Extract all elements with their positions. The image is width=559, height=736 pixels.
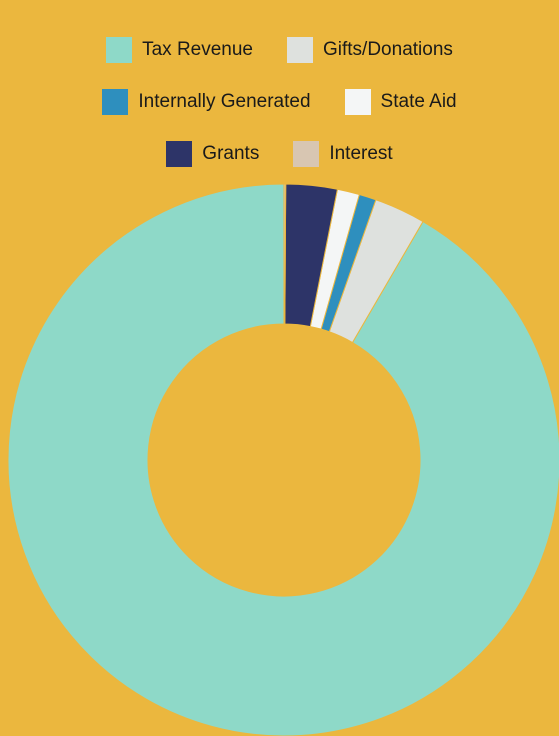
legend-row-1: Tax Revenue Gifts/Donations xyxy=(0,37,559,63)
legend-row-2: Internally Generated State Aid xyxy=(0,89,559,115)
legend-item-interest[interactable]: Interest xyxy=(293,141,393,167)
legend-swatch-internally-generated xyxy=(102,89,129,115)
legend-label-gifts-donations: Gifts/Donations xyxy=(323,39,453,60)
legend-item-tax-revenue[interactable]: Tax Revenue xyxy=(106,37,253,63)
legend-item-internally-generated[interactable]: Internally Generated xyxy=(102,89,311,115)
legend-swatch-interest xyxy=(293,141,320,167)
legend-label-grants: Grants xyxy=(202,143,260,164)
legend-swatch-grants xyxy=(166,141,193,167)
legend-label-internally-generated: Internally Generated xyxy=(138,91,311,112)
legend-swatch-state-aid xyxy=(344,89,371,115)
slice-tax-revenue[interactable] xyxy=(7,183,559,736)
legend-item-gifts-donations[interactable]: Gifts/Donations xyxy=(287,37,453,63)
legend-label-state-aid: State Aid xyxy=(380,91,457,112)
legend-label-tax-revenue: Tax Revenue xyxy=(142,39,253,60)
slice-interest[interactable] xyxy=(283,183,287,325)
legend-swatch-gifts-donations xyxy=(287,37,313,63)
legend-item-grants[interactable]: Grants xyxy=(166,141,259,167)
legend-row-3: Grants Interest xyxy=(0,141,559,167)
legend-label-interest: Interest xyxy=(329,143,393,164)
legend-item-state-aid[interactable]: State Aid xyxy=(344,89,457,115)
legend-swatch-tax-revenue xyxy=(106,37,133,63)
